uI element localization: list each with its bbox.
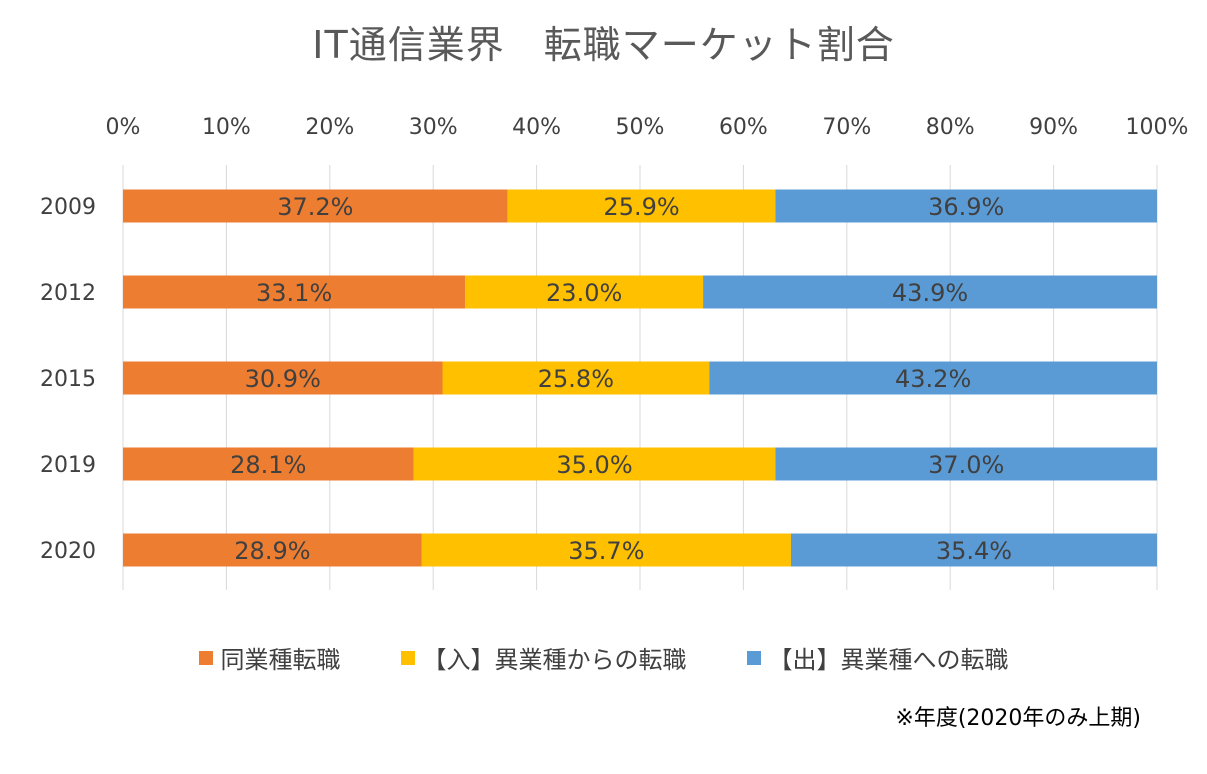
x-axis-ticks: 0% 10% 20% 30% 40% 50% 60% 70% 80% 90% 100% (106, 115, 1189, 140)
x-tick-label: 40% (512, 115, 561, 140)
x-tick-label: 90% (1029, 115, 1078, 140)
x-tick-label: 80% (926, 115, 975, 140)
data-label: 25.8% (538, 365, 614, 393)
x-tick-label: 10% (202, 115, 251, 140)
legend-item-same-industry: 同業種転職 (198, 640, 341, 675)
bar-segment (775, 447, 1157, 481)
legend-item-inbound: 【入】異業種からの転職 (400, 640, 687, 675)
bar-segment (790, 533, 1157, 567)
legend-label: 同業種転職 (220, 646, 341, 674)
bar-segment (465, 275, 704, 309)
data-label: 28.9% (234, 537, 310, 565)
data-label: 30.9% (245, 365, 321, 393)
bars (123, 189, 1157, 567)
x-tick-label: 60% (719, 115, 768, 140)
data-label: 25.9% (603, 193, 679, 221)
bar-segment (123, 275, 466, 309)
data-label: 43.9% (892, 279, 968, 307)
bar-segment (507, 189, 776, 223)
x-tick-label: 50% (616, 115, 665, 140)
data-label: 37.0% (928, 451, 1004, 479)
y-category-label: 2015 (40, 367, 96, 392)
x-tick-label: 30% (409, 115, 458, 140)
bar-segment (123, 361, 443, 395)
data-label: 43.2% (895, 365, 971, 393)
legend-swatch-icon (400, 650, 415, 665)
bar-segment (703, 275, 1157, 309)
legend-item-outbound: 【出】異業種への転職 (746, 640, 1009, 675)
data-label: 35.7% (568, 537, 644, 565)
bar-segment (709, 361, 1157, 395)
data-label: 37.2% (277, 193, 353, 221)
bar-segment (413, 447, 776, 481)
chart-title: IT通信業界 転職マーケット割合 (312, 23, 895, 67)
legend-swatch-icon (746, 650, 761, 665)
legend-label: 【出】異業種への転職 (768, 646, 1009, 674)
y-axis-categories: 2009 2012 2015 2019 2020 (40, 195, 96, 564)
data-label: 35.0% (556, 451, 632, 479)
data-label: 23.0% (546, 279, 622, 307)
data-label: 28.1% (230, 451, 306, 479)
x-tick-label: 100% (1126, 115, 1189, 140)
bar-segment (123, 189, 508, 223)
bar-segment (123, 533, 422, 567)
x-tick-label: 0% (106, 115, 141, 140)
x-tick-label: 20% (305, 115, 354, 140)
y-category-label: 2020 (40, 539, 96, 564)
bar-segment (123, 447, 414, 481)
legend: 同業種転職 【入】異業種からの転職 【出】異業種への転職 (0, 640, 1207, 675)
y-category-label: 2009 (40, 195, 96, 220)
data-label: 33.1% (256, 279, 332, 307)
data-labels: 37.2% 25.9% 36.9% 33.1% 23.0% 43.9% 30.9% 25.8%… (230, 193, 1012, 565)
data-label: 36.9% (928, 193, 1004, 221)
x-tick-label: 70% (822, 115, 871, 140)
data-label: 35.4% (936, 537, 1012, 565)
bar-segment (442, 361, 710, 395)
legend-label: 【入】異業種からの転職 (422, 646, 687, 674)
bar-segment (775, 189, 1157, 223)
y-category-label: 2012 (40, 281, 96, 306)
footnote: ※年度(2020年のみ上期) (895, 706, 1141, 731)
bar-segment (421, 533, 791, 567)
legend-swatch-icon (198, 650, 213, 665)
y-category-label: 2019 (40, 453, 96, 478)
